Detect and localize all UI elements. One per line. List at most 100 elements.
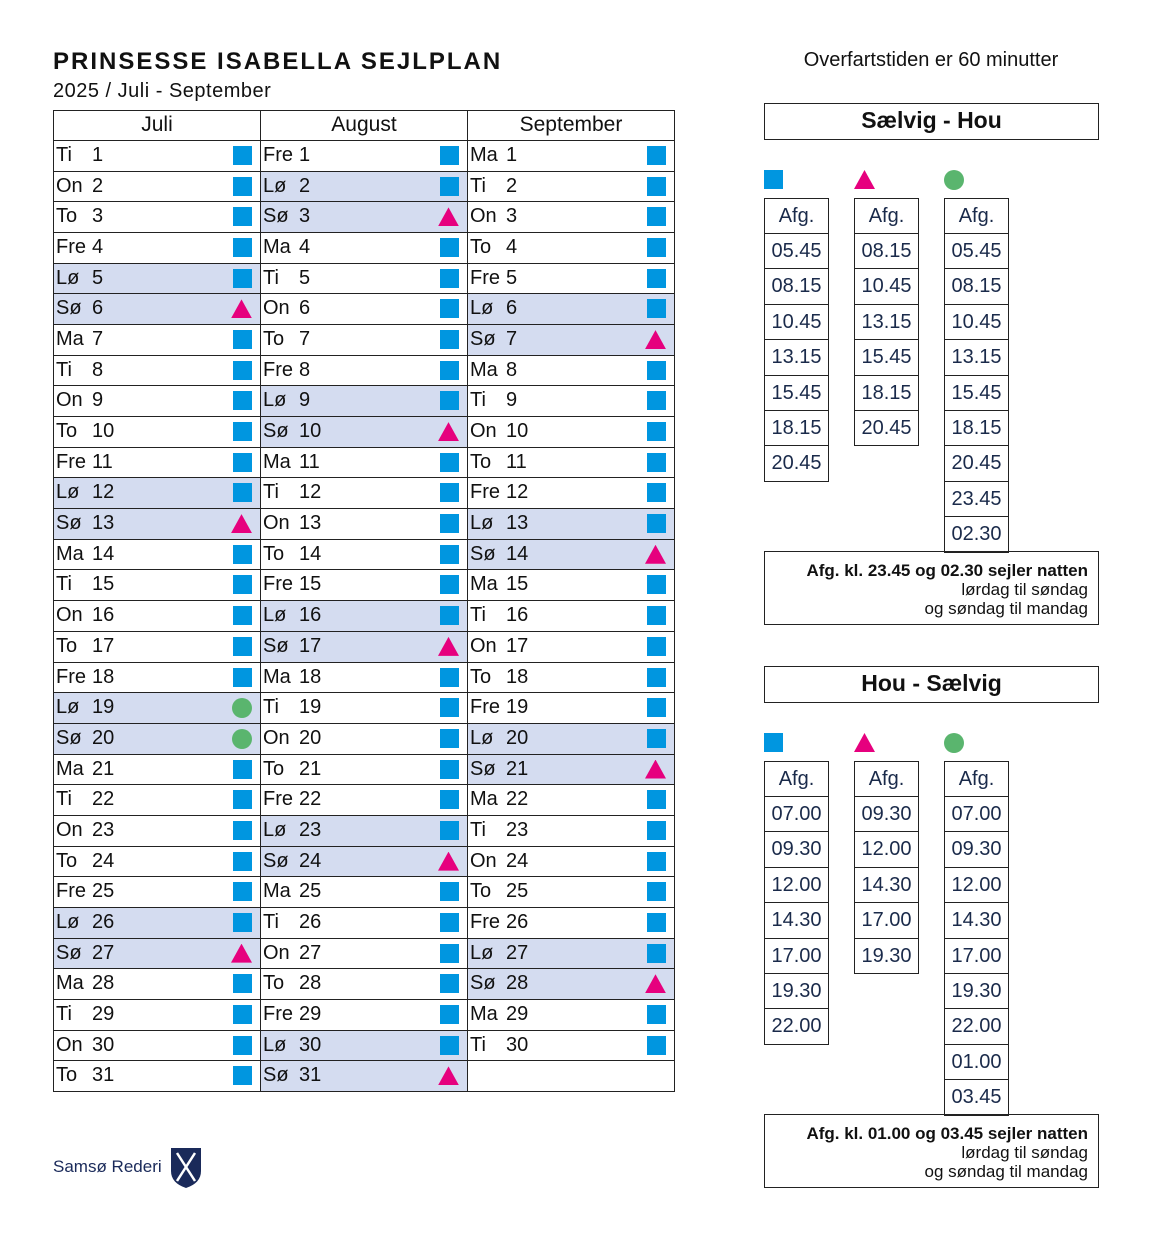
schedule-symbol-square (647, 207, 666, 227)
date: 23 (299, 818, 322, 841)
weekday: Ti (263, 910, 279, 933)
schedule-symbol-square (233, 790, 252, 810)
departure-time: 18.15 (944, 410, 1009, 447)
weekday: Lø (56, 910, 80, 933)
date: 1 (92, 144, 104, 166)
day-row: Lø 30 (260, 1029, 468, 1062)
weekday: Ti (263, 266, 279, 289)
date: 17 (92, 634, 115, 657)
date: 26 (92, 910, 115, 933)
date: 16 (92, 604, 115, 627)
date: 12 (92, 481, 115, 504)
departure-time: 13.15 (764, 339, 829, 376)
schedule-symbol-square (233, 575, 252, 595)
weekday: Sø (470, 757, 496, 780)
weekday: Ti (470, 174, 486, 197)
date: 13 (506, 512, 529, 535)
schedule-symbol-square (647, 483, 666, 503)
day-row: Sø 3 (260, 201, 468, 234)
date: 21 (92, 757, 115, 780)
departure-time: 17.00 (764, 937, 829, 974)
schedule-symbol-square (233, 207, 252, 227)
day-row: Ti 2 (467, 170, 675, 203)
day-row: Fre 22 (260, 784, 468, 816)
route-title: Hou - Sælvig (764, 666, 1099, 703)
departure-time: 10.45 (764, 303, 829, 341)
weekday: Sø (56, 512, 82, 535)
date: 28 (92, 972, 115, 995)
date: 2 (506, 174, 518, 197)
weekday: Ma (470, 1002, 498, 1025)
date: 19 (299, 696, 322, 719)
weekday: Ti (56, 788, 72, 811)
schedule-symbol-triangle (438, 422, 459, 442)
weekday: Ti (470, 818, 486, 841)
departure-time: 10.45 (854, 268, 919, 305)
weekday: Fre (56, 665, 86, 688)
departure-time: 12.00 (764, 866, 829, 904)
weekday: Ma (263, 880, 291, 903)
schedule-symbol-triangle (438, 207, 459, 227)
weekday: Ti (263, 696, 279, 719)
weekday: Ma (56, 972, 84, 995)
date: 30 (506, 1033, 529, 1056)
day-row: Lø 20 (467, 722, 675, 755)
day-row: Lø 16 (260, 600, 468, 632)
date: 9 (92, 389, 104, 412)
schedule-symbol-square (764, 170, 783, 189)
day-row: Fre 29 (260, 998, 468, 1031)
schedule-symbol-square (440, 820, 459, 840)
date: 17 (506, 634, 529, 657)
weekday: Lø (263, 1033, 287, 1056)
schedule-symbol-square (647, 820, 666, 840)
schedule-symbol-square (233, 606, 252, 626)
day-row: Sø 20 (53, 722, 261, 755)
date: 22 (506, 788, 529, 811)
month-header: September (467, 110, 675, 141)
departure-time: 22.00 (764, 1008, 829, 1045)
date: 16 (299, 604, 322, 627)
schedule-symbol-square (440, 176, 459, 196)
weekday: Fre (470, 910, 500, 933)
day-row: Lø 27 (467, 937, 675, 970)
schedule-symbol-square (233, 452, 252, 472)
weekday: Ti (263, 481, 279, 504)
day-row: Sø 21 (467, 753, 675, 786)
schedule-symbol-square (647, 667, 666, 687)
schedule-symbol-square (647, 606, 666, 626)
day-row (467, 1060, 675, 1092)
date: 8 (299, 358, 311, 381)
column-header: Afg. (854, 198, 919, 234)
day-row: Ma 22 (467, 784, 675, 816)
day-row: Ti 1 (53, 140, 261, 172)
month-header: Juli (53, 110, 261, 141)
day-row: On 13 (260, 508, 468, 540)
date: 13 (92, 512, 115, 535)
schedule-symbol-square (233, 360, 252, 380)
date: 20 (299, 726, 322, 749)
weekday: To (56, 420, 78, 443)
schedule-symbol-square (233, 238, 252, 258)
month-header: August (260, 110, 468, 141)
day-row: To 28 (260, 968, 468, 1000)
day-row: Ti 8 (53, 354, 261, 387)
schedule-symbol-square (647, 636, 666, 656)
schedule-symbol-square (647, 1004, 666, 1024)
weekday: On (56, 389, 83, 412)
day-row: Ma 29 (467, 998, 675, 1031)
weekday: To (56, 849, 78, 872)
weekday: Ti (56, 573, 72, 596)
schedule-symbol-square (233, 759, 252, 779)
weekday: To (56, 634, 78, 657)
date: 21 (299, 757, 322, 780)
schedule-symbol-square (440, 606, 459, 626)
day-row: Fre 18 (53, 661, 261, 694)
day-row: To 24 (53, 845, 261, 878)
schedule-symbol-square (440, 391, 459, 411)
schedule-symbol-triangle (438, 851, 459, 871)
departure-time: 08.15 (944, 268, 1009, 305)
schedule-symbol-square (440, 1035, 459, 1055)
date: 8 (92, 358, 104, 381)
schedule-symbol-square (440, 943, 459, 963)
departure-time: 07.00 (944, 796, 1009, 833)
